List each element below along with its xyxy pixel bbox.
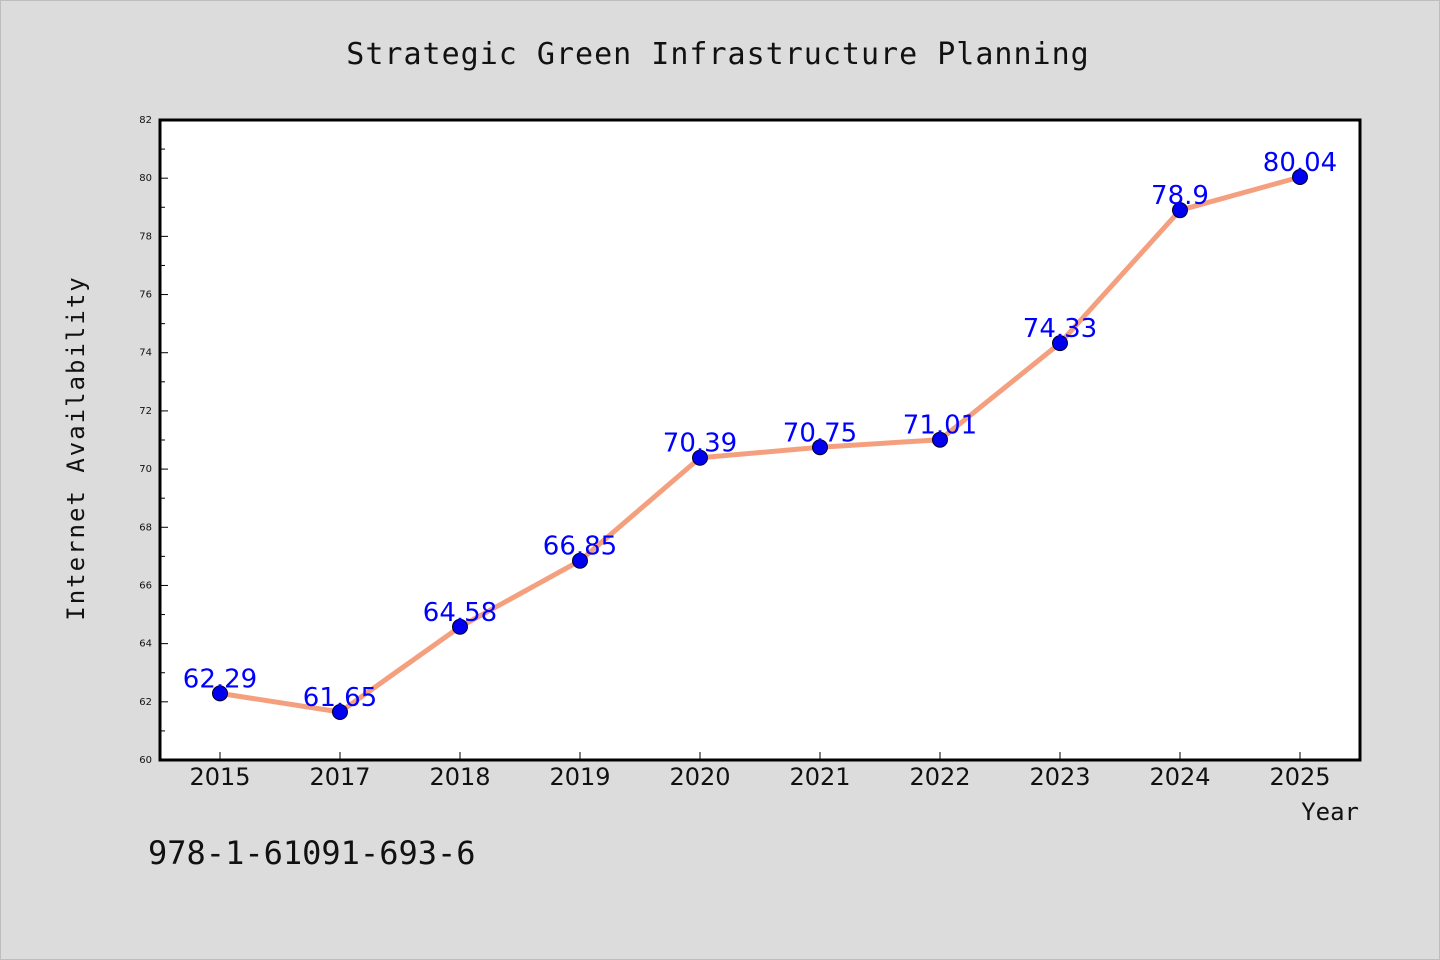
data-label: 70.39	[663, 429, 737, 459]
data-point-marker	[452, 618, 468, 635]
series-line	[217, 174, 1303, 715]
data-point-marker	[572, 552, 588, 569]
x-tick-label: 2021	[789, 763, 850, 791]
data-point-marker	[332, 704, 348, 720]
y-tick-label: 76	[139, 290, 152, 301]
data-point-marker	[1172, 202, 1188, 219]
data-point-marker	[932, 431, 948, 448]
y-axis-label: Internet Availability	[62, 275, 90, 620]
data-label: 74.33	[1023, 314, 1097, 344]
plot-frame	[158, 118, 1362, 762]
y-tick-label: 80	[139, 173, 152, 184]
x-tick-label: 2017	[309, 763, 370, 791]
data-point-marker	[1052, 335, 1068, 352]
x-tick-label: 2015	[189, 763, 250, 791]
data-label: 71.01	[903, 411, 977, 441]
data-label: 61.65	[303, 683, 377, 713]
data-label: 78.9	[1151, 181, 1209, 211]
x-tick-label: 2019	[549, 763, 610, 791]
y-tick-label: 72	[139, 406, 152, 417]
data-label-layer: 62.29 61.65 64.58 66.85 70.39 70.75 71.01 74.33…	[183, 148, 1337, 713]
data-label: 62.29	[183, 664, 257, 694]
axes-layer: 60 62 64 66 68 70 72 74 76 78 80 82 2015 2017 2018 2019…	[139, 115, 1330, 791]
y-tick-label: 70	[139, 464, 152, 475]
plot-area	[160, 120, 1360, 760]
x-tick-label: 2024	[1149, 763, 1210, 791]
x-tick-label: 2018	[429, 763, 490, 791]
series-layer	[212, 169, 1308, 720]
x-tick-label: 2023	[1029, 763, 1090, 791]
isbn-footer: 978-1-61091-693-6	[148, 834, 476, 872]
data-label: 80.04	[1263, 148, 1337, 178]
y-tick-label: 78	[139, 231, 152, 242]
data-label: 70.75	[783, 418, 857, 448]
x-axis-label: Year	[1301, 798, 1359, 826]
y-tick-label: 74	[139, 348, 152, 359]
y-tick-label: 64	[139, 639, 152, 650]
data-point-marker	[212, 685, 228, 702]
x-tick-label: 2020	[669, 763, 730, 791]
data-point-marker	[1292, 169, 1308, 186]
chart-title: Strategic Green Infrastructure Planning	[346, 37, 1089, 72]
y-tick-label: 68	[139, 522, 152, 533]
x-tick-label: 2022	[909, 763, 970, 791]
data-point-marker	[692, 449, 708, 466]
y-tick-label: 62	[139, 697, 152, 708]
data-point-marker	[812, 439, 828, 456]
y-tick-label: 66	[139, 580, 152, 591]
y-tick-label: 82	[139, 115, 152, 126]
x-tick-label: 2025	[1269, 763, 1330, 791]
data-label: 66.85	[543, 532, 617, 562]
y-tick-label: 60	[139, 755, 152, 766]
data-label: 64.58	[423, 598, 497, 628]
